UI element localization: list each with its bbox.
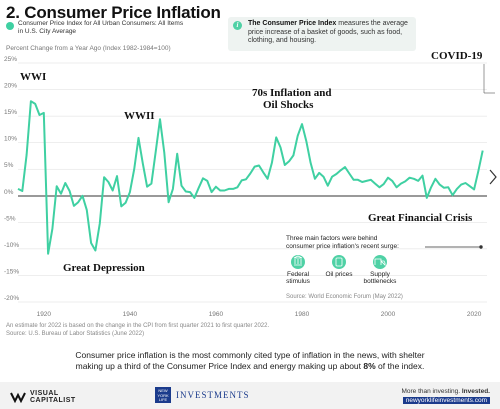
info-text: The Consumer Price Index measures the av…	[248, 20, 411, 46]
footnotes: An estimate for 2022 is based on the cha…	[6, 322, 269, 338]
annotation-gfc: Great Financial Crisis	[368, 212, 473, 224]
truck-icon	[373, 255, 387, 269]
y-tick-label: -5%	[4, 215, 16, 222]
annotation-70s-line2: Oil Shocks	[263, 99, 314, 111]
vc-line2: CAPITALIST	[30, 397, 76, 404]
annotation-70s-line1: 70s Inflation and	[252, 87, 331, 99]
legend-label: Consumer Price Index for All Urban Consu…	[18, 20, 184, 35]
government-building-glyph	[293, 255, 303, 266]
cpi-line	[17, 100, 484, 255]
footer: VISUAL CAPITALIST NEW YORK LIFE INVESTME…	[0, 382, 500, 409]
x-tick-label: 2000	[381, 311, 396, 318]
y-tick-label: 5%	[4, 162, 14, 169]
chevron-right-icon[interactable]	[489, 169, 497, 185]
info-icon: i	[233, 21, 242, 30]
visual-capitalist-icon	[10, 392, 26, 403]
nyl-line1: NEW	[158, 388, 168, 393]
tagline: More than investing. Invested. newyorkli…	[401, 387, 490, 405]
tagline-text: More than investing.	[401, 388, 462, 395]
y-tick-label: 10%	[4, 136, 17, 143]
x-tick-label: 1980	[295, 311, 310, 318]
y-tick-label: 0%	[4, 189, 14, 196]
oil-barrel-icon	[332, 255, 346, 269]
legend-swatch	[6, 22, 14, 30]
chart-subtitle: Percent Change from a Year Ago (Index 19…	[6, 45, 171, 52]
oil-barrel-glyph	[335, 257, 343, 267]
factor-oil: Oil prices	[325, 255, 353, 278]
annotation-covid: COVID-19	[431, 50, 483, 62]
factors-source: Source: World Economic Forum (May 2022)	[286, 294, 403, 300]
annotation-depression: Great Depression	[63, 262, 145, 274]
new-york-life-logo[interactable]: NEW YORK LIFE	[155, 387, 171, 403]
visual-capitalist-logo[interactable]: VISUAL CAPITALIST	[10, 390, 76, 404]
factors-leader-dot	[479, 245, 483, 249]
x-tick-label: 1960	[209, 311, 224, 318]
y-tick-label: 15%	[4, 109, 17, 116]
info-body: measures the average price increase of a…	[248, 20, 408, 44]
caption-text: making up a third of the Consumer Price …	[75, 361, 364, 371]
factors-heading-line1: Three main factors were behind	[286, 235, 378, 242]
cpi-chart: -20% -15% -10% -5% 0% 5% 10% 15% 20% 25% 1920 1940…	[4, 50, 497, 318]
nyl-line2: YORK	[157, 392, 169, 398]
y-tick-label: -15%	[4, 268, 19, 275]
info-box: i The Consumer Price Index measures the …	[228, 17, 416, 51]
y-tick-label: 20%	[4, 83, 17, 90]
factor-supply-label1: Supply	[370, 271, 391, 278]
factor-oil-label1: Oil prices	[325, 271, 353, 278]
factor-federal-label1: Federal	[287, 271, 310, 278]
y-tick-label: 25%	[4, 56, 17, 63]
nyl-line3: LIFE	[158, 397, 168, 402]
caption-line1: Consumer price inflation is the most com…	[75, 350, 425, 360]
footnote-source: Source: U.S. Bureau of Labor Statistics …	[6, 331, 145, 337]
caption: Consumer price inflation is the most com…	[40, 350, 460, 372]
caption-end: of the index.	[375, 361, 425, 371]
footnote-estimate: An estimate for 2022 is based on the cha…	[6, 323, 270, 329]
y-axis-labels: -20% -15% -10% -5% 0% 5% 10% 15% 20% 25%	[4, 56, 19, 302]
x-tick-label: 2020	[467, 311, 482, 318]
y-tick-label: -20%	[4, 295, 19, 302]
factor-supply-label2: bottlenecks	[364, 278, 398, 285]
caption-line2: making up a third of the Consumer Price …	[40, 361, 460, 372]
visual-capitalist-wordmark: VISUAL CAPITALIST	[30, 390, 76, 404]
page-title: 2. Consumer Price Inflation	[6, 3, 221, 22]
tagline-site-row: newyorklifeinvestments.com	[401, 396, 490, 405]
annotation-wwii: WWII	[124, 110, 155, 122]
factors-heading-line2: consumer price inflation's recent surge:	[286, 243, 399, 250]
factor-supply: Supply bottlenecks	[364, 255, 398, 285]
investments-wordmark: INVESTMENTS	[176, 390, 250, 400]
factor-federal: Federal stimulus	[286, 255, 311, 285]
x-tick-label: 1940	[123, 311, 138, 318]
annotation-wwi: WWI	[20, 71, 46, 83]
tagline-bold: Invested.	[461, 388, 490, 395]
chart-legend: Consumer Price Index for All Urban Consu…	[6, 20, 188, 36]
x-axis-labels: 1920 1940 1960 1980 2000 2020	[37, 311, 482, 318]
factor-federal-label2: stimulus	[286, 278, 311, 285]
tagline-line: More than investing. Invested.	[401, 387, 490, 396]
truck-glyph	[374, 258, 386, 266]
site-link[interactable]: newyorklifeinvestments.com	[402, 397, 490, 404]
y-tick-label: -10%	[4, 242, 19, 249]
x-tick-label: 1920	[37, 311, 52, 318]
vc-line1: VISUAL	[30, 390, 59, 397]
info-bold: The Consumer Price Index	[248, 20, 337, 27]
caption-bold: 8%	[363, 361, 376, 371]
